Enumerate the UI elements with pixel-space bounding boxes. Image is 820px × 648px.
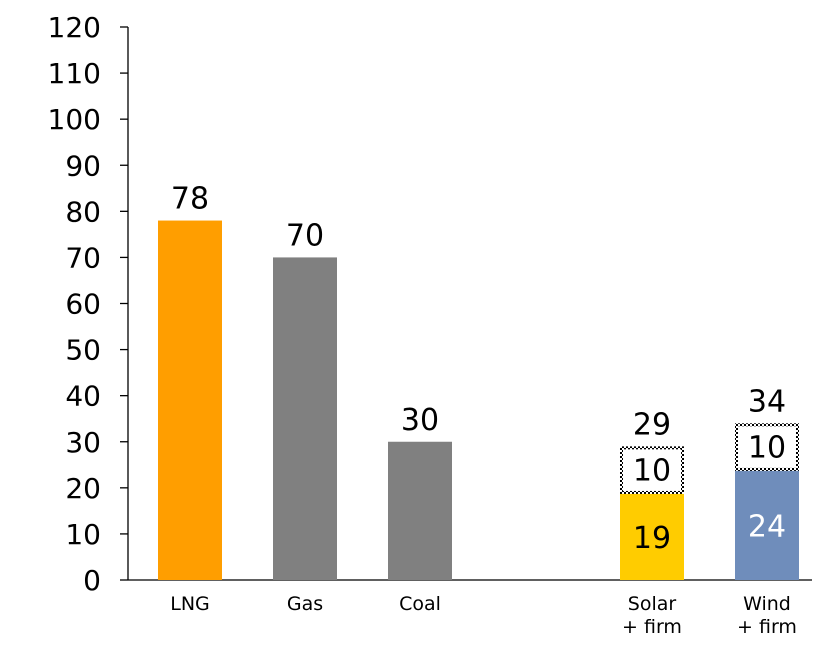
bar <box>158 221 222 580</box>
y-tick-label: 80 <box>65 195 101 228</box>
x-tick-label: Coal <box>399 593 441 615</box>
y-tick-label: 100 <box>48 103 101 136</box>
y-tick-label: 40 <box>65 380 101 413</box>
y-tick-label: 90 <box>65 149 101 182</box>
x-tick-label: Wind + firm <box>737 593 797 638</box>
x-tick-label: Solar + firm <box>622 593 682 638</box>
x-tick-label: Gas <box>287 593 323 615</box>
bar-segment-value-label: 10 <box>633 453 671 488</box>
y-tick-label: 70 <box>65 241 101 274</box>
x-tick-label: LNG <box>170 593 210 615</box>
y-tick-label: 20 <box>65 472 101 505</box>
bar-total-label: 30 <box>401 403 439 438</box>
bar-total-label: 70 <box>286 218 324 253</box>
bar <box>273 257 337 580</box>
bar-total-label: 29 <box>633 407 671 442</box>
data-labels: 19 10 24 10 78 70 30 29 34 <box>171 182 786 557</box>
bar-segment-value-label: 10 <box>748 430 786 465</box>
y-tick-label: 50 <box>65 334 101 367</box>
bar <box>388 442 452 580</box>
y-tick-label: 10 <box>65 518 101 551</box>
bar-total-label: 78 <box>171 182 209 217</box>
y-tick-label: 60 <box>65 288 101 321</box>
y-tick-label: 110 <box>48 57 101 90</box>
bar-value-label: 19 <box>633 521 671 556</box>
bars <box>158 221 799 580</box>
bar-value-label: 24 <box>748 510 786 545</box>
y-tick-label: 120 <box>48 11 101 44</box>
y-tick-label: 30 <box>65 426 101 459</box>
y-tick-label: 0 <box>83 564 101 597</box>
bar-total-label: 34 <box>748 384 786 419</box>
